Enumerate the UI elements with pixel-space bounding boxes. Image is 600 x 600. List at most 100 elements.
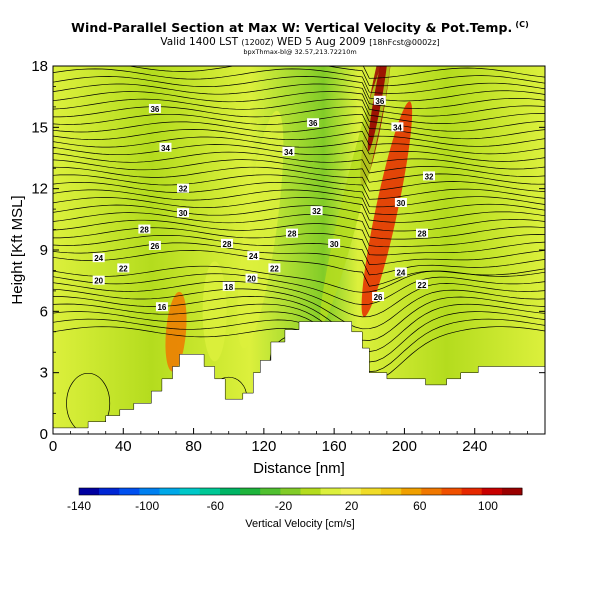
colorbar-swatch (441, 488, 463, 495)
isentrope-label: 30 (330, 240, 339, 249)
isentrope-line (53, 197, 545, 223)
x-tick-label: 240 (462, 438, 487, 455)
isentrope-line (53, 219, 545, 248)
colorbar-swatch (421, 488, 442, 495)
isentrope-label: 22 (418, 281, 427, 290)
isentrope-line (53, 303, 545, 352)
isentrope-label-bg (282, 146, 295, 156)
isentrope-label-bg (416, 228, 428, 238)
sub-info-line: bpxThmax-bl@ 32.57,213.72210m (243, 48, 357, 56)
isentrope-label-bg (285, 228, 298, 238)
isentrope-label: 30 (179, 209, 188, 218)
colorbar-swatch (139, 488, 160, 495)
colorbar-swatch (481, 488, 503, 495)
isentrope-label: 26 (150, 242, 159, 251)
colorbar-tick-label: -100 (135, 499, 159, 513)
colorbar-tick-label: -20 (275, 499, 293, 513)
y-tick-label: 0 (40, 426, 48, 443)
y-tick-label: 3 (40, 365, 48, 382)
isentrope-label-bg (245, 273, 258, 283)
colorbar-swatch (501, 488, 523, 495)
colorbar-swatch (240, 488, 261, 495)
valid-time-line: Valid 1400 LST (1200Z) WED 5 Aug 2009 [1… (160, 36, 440, 48)
isentrope-label-bg (117, 263, 130, 273)
isentrope-label-bg (373, 95, 386, 105)
isentrope-label: 34 (161, 144, 170, 153)
isentrope-label-bg (220, 238, 233, 248)
isentrope-label-bg (92, 253, 105, 263)
isentrope-label-bg (268, 263, 281, 273)
colorbar-swatch (360, 488, 382, 495)
colorbar-swatch (300, 488, 322, 495)
isentrope-line (362, 66, 545, 79)
isentrope-label-bg (328, 238, 341, 248)
isentrope-line (53, 189, 545, 215)
isentrope-line (53, 144, 545, 170)
isentrope-label-bg (177, 208, 190, 218)
colorbar-swatch (159, 488, 181, 495)
isentrope-label: 18 (224, 283, 233, 292)
y-tick-label: 15 (31, 119, 48, 136)
isentrope-line (53, 98, 545, 124)
colorbar-swatch (99, 488, 120, 495)
isentrope-label-bg (416, 279, 428, 289)
isentrope-label: 24 (94, 254, 103, 263)
isentrope-line (53, 288, 545, 330)
isentrope-label-bg (155, 302, 168, 312)
isentrope-line (53, 76, 545, 102)
velocity-downdraft-band-3 (202, 261, 227, 362)
isentrope-line (53, 91, 545, 117)
colorbar-tick-label: -60 (207, 499, 225, 513)
isentrope-line (53, 106, 545, 132)
isentrope-label: 28 (288, 230, 297, 239)
isentrope-label-bg (159, 142, 172, 152)
isentrope-label: 22 (270, 264, 279, 273)
isentrope-label-bg (148, 103, 161, 113)
isentrope-label: 30 (396, 199, 405, 208)
isentrope-label-bg (394, 197, 407, 207)
terrain-mask (53, 321, 545, 434)
colorbar-swatch (401, 488, 422, 495)
colorbar-swatch (179, 488, 201, 495)
colorbar-swatch (260, 488, 281, 495)
isentrope-line (53, 250, 545, 287)
isentrope-label: 36 (309, 119, 318, 128)
isentrope-line (53, 296, 545, 341)
isentrope-label-bg (222, 281, 235, 291)
velocity-updraft-left (165, 291, 187, 372)
isentrope-line (126, 66, 545, 87)
colorbar-swatch (199, 488, 221, 495)
y-axis-label: Height [Kft MSL] (9, 195, 26, 304)
isentrope-label: 34 (393, 123, 402, 132)
colorbar-tick-label: 100 (478, 499, 498, 513)
isentrope-label-bg (177, 183, 190, 193)
x-tick-label: 200 (392, 438, 417, 455)
isentrope-label-bg (372, 292, 385, 302)
colorbar: -140 -100 -60 -20 20 60 100 (67, 487, 523, 513)
x-axis-label: Distance [nm] (253, 460, 345, 477)
isentrope-line (53, 136, 545, 162)
colorbar-swatch (320, 488, 342, 495)
isentrope-label: 32 (179, 185, 188, 194)
chart-title: Wind-Parallel Section at Max W: Vertical… (71, 20, 529, 35)
isentrope-line (53, 83, 545, 109)
isentrope-line (53, 166, 545, 192)
colorbar-tick-label: 20 (345, 499, 359, 513)
isentrope-label: 24 (396, 268, 405, 277)
y-tick-label: 18 (31, 58, 48, 75)
y-tick-label: 9 (40, 242, 48, 259)
x-tick-label: 160 (322, 438, 347, 455)
isentrope-label: 36 (150, 105, 159, 114)
isentrope-label: 16 (157, 303, 166, 312)
isentrope-line (53, 242, 545, 276)
isentrope-label: 34 (284, 148, 293, 157)
isentrope-label: 36 (375, 97, 384, 106)
isentrope-label: 28 (418, 230, 427, 239)
isentrope-line (53, 234, 545, 265)
colorbar-tick-label: 60 (413, 499, 427, 513)
isentrope-line (53, 151, 545, 177)
isentrope-line (53, 181, 545, 208)
isentrope-line (53, 159, 545, 185)
isentrope-line (53, 311, 545, 363)
